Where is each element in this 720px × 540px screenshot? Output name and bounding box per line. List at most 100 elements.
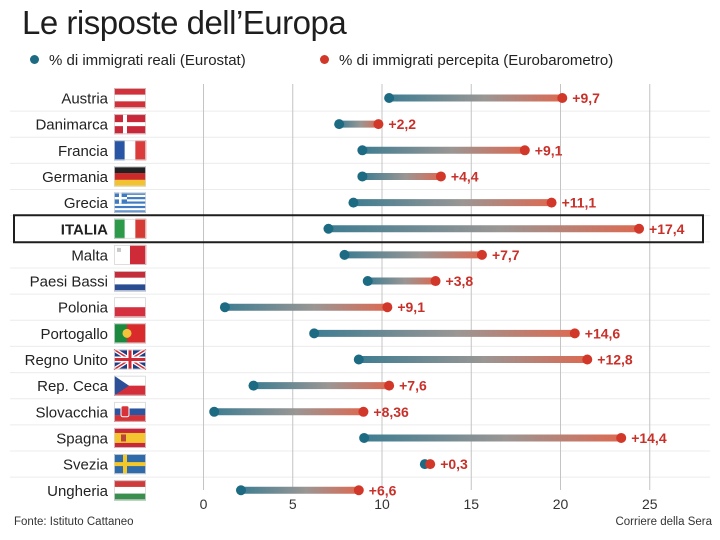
flag-stripe [114,205,146,209]
flag-border [114,244,146,265]
flag-border [114,166,146,187]
flag-stripe [114,210,146,213]
malta-flag [114,244,147,265]
flag-stripe [114,297,146,308]
perceived-value-point [569,328,580,339]
flag-stripe [114,88,146,95]
difference-label: +0,3 [440,456,468,472]
legend-perceived-label: % di immigrati percepita (Eurobarometro) [339,52,614,69]
flag-stripe [114,415,146,422]
flag-border [114,428,146,448]
flag-stripe [114,401,146,409]
flag-border [114,140,146,161]
x-tick-label: 5 [289,496,297,512]
legend-real-dot-icon [30,55,39,64]
perceived-value-point [430,276,441,287]
flag-emblem [122,328,132,338]
perceived-value-point [634,223,645,234]
flag-stripe [124,140,136,161]
difference-label: +7,6 [399,378,427,394]
flag-border [114,192,146,213]
flag-border [114,271,146,291]
slovakia-flag [114,401,146,422]
flag-stripe [135,140,147,161]
flag-stripe [114,375,146,386]
flag-stripe [114,385,146,396]
portugal-flag [114,323,146,344]
country-label: Polonia [58,300,109,317]
perceived-value-point [384,380,395,391]
perceived-value-point [358,406,369,417]
real-value-point [357,145,368,156]
real-value-point [348,197,359,208]
flag-field [114,323,127,344]
flag-emblem [121,434,126,442]
perceived-value-point [616,432,627,443]
flag-cross [114,197,127,200]
country-label: Rep. Ceca [37,378,109,395]
country-label: Grecia [64,195,109,212]
flag-emblem [120,405,130,418]
flag-stripe [135,218,147,239]
perceived-value-point [546,197,557,208]
italy-flag [114,218,147,239]
difference-label: +9,1 [535,142,563,158]
perceived-value-point [582,354,593,365]
flag-border [114,297,146,318]
flag-stripe [114,203,146,207]
legend-perceived-dot-icon [320,55,329,64]
perceived-value-point [382,302,393,313]
perceived-value-point [373,119,384,130]
real-value-point [357,171,368,182]
flag-border [114,88,146,108]
chart-title: Le risposte dell’Europa [22,4,347,41]
denmark-flag [114,114,146,135]
difference-label: +9,1 [397,299,425,315]
flag-stripe [114,271,146,278]
x-tick-label: 15 [463,496,479,512]
flag-stripe [114,307,146,318]
x-tick-label: 10 [374,496,390,512]
flag-border [114,454,146,475]
flag-stripe [114,408,146,416]
flag-cross [114,462,146,467]
flag-stripe [114,94,146,102]
flag-stripe [114,199,146,202]
real-value-point [339,249,350,260]
hungary-flag [114,480,146,501]
difference-label: +9,7 [572,90,600,106]
difference-label: +4,4 [451,168,479,184]
flag-stripe [114,192,146,196]
perceived-value-point [353,485,364,496]
difference-label: +17,4 [649,221,685,237]
real-value-point [219,302,230,313]
france-flag [114,140,147,161]
spain-flag [114,427,146,448]
x-tick-label: 0 [200,496,208,512]
flag-stripe [114,201,146,204]
flag-field [127,323,146,344]
perceived-value-point [425,459,436,470]
flag-stripe [114,218,125,239]
difference-label: +14,6 [585,325,621,341]
real-value-point [309,328,320,339]
perceived-value-point [435,171,446,182]
flag-stripe [114,179,146,187]
real-value-point [323,223,334,234]
flag-stripe [114,101,146,109]
difference-label: +6,6 [369,482,397,498]
poland-flag [114,297,146,318]
country-label: Germania [42,169,109,186]
flag-stripe [114,480,146,488]
flag-border [114,349,146,370]
flag-stripe [114,284,146,292]
flag-emblem [117,247,121,252]
flag-stripe [130,244,147,265]
flag-stripe [114,194,146,198]
country-label: Regno Unito [25,352,108,369]
real-value-point [248,380,259,391]
flag-cross [114,358,146,361]
flag-stripe [124,218,136,239]
country-label: Austria [61,91,108,108]
flag-border [114,401,146,422]
